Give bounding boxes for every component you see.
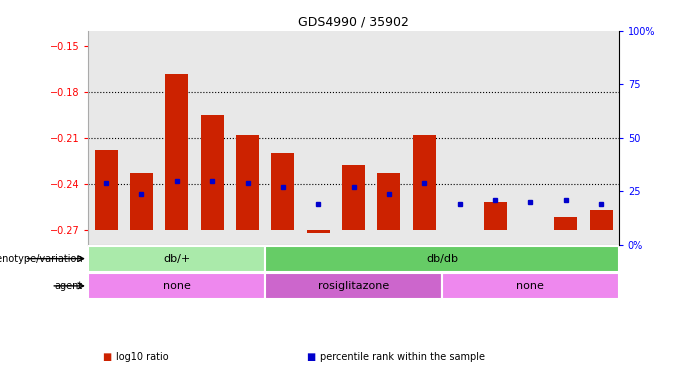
Bar — [442, 273, 619, 299]
Bar — [271, 153, 294, 230]
Bar — [554, 217, 577, 230]
Bar — [483, 202, 507, 230]
Bar — [165, 74, 188, 230]
Bar — [307, 230, 330, 233]
Bar — [88, 245, 265, 272]
Text: none: none — [163, 281, 190, 291]
Bar — [265, 245, 619, 272]
Bar — [130, 173, 153, 230]
Text: genotype/variation: genotype/variation — [0, 253, 83, 263]
Bar — [95, 150, 118, 230]
Text: db/db: db/db — [426, 253, 458, 263]
Text: none: none — [517, 281, 544, 291]
Bar — [88, 273, 265, 299]
Bar — [377, 173, 401, 230]
Text: ■: ■ — [102, 352, 112, 362]
Text: db/+: db/+ — [163, 253, 190, 263]
Bar — [236, 135, 259, 230]
Text: agent: agent — [55, 281, 83, 291]
Bar — [413, 135, 436, 230]
Bar — [590, 210, 613, 230]
Text: ■: ■ — [306, 352, 316, 362]
Bar — [201, 115, 224, 230]
Bar — [342, 166, 365, 230]
Text: percentile rank within the sample: percentile rank within the sample — [320, 352, 485, 362]
Bar — [265, 273, 442, 299]
Title: GDS4990 / 35902: GDS4990 / 35902 — [298, 15, 409, 28]
Text: rosiglitazone: rosiglitazone — [318, 281, 389, 291]
Text: log10 ratio: log10 ratio — [116, 352, 168, 362]
